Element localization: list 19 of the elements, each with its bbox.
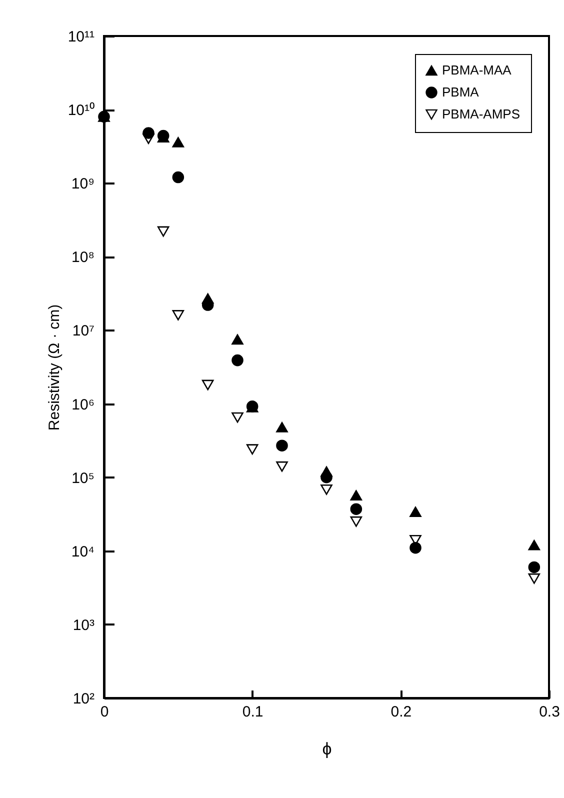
y-tick-label: 10⁹ — [71, 176, 94, 193]
y-axis-title: Resistivity (Ω · cm) — [46, 304, 63, 431]
y-tick-label: 10⁷ — [72, 322, 94, 340]
legend-label: PBMA-MAA — [442, 62, 512, 78]
x-tick-label: 0.2 — [390, 704, 412, 720]
x-axis-title: ϕ — [322, 740, 332, 758]
y-tick-label: 10⁸ — [71, 249, 94, 266]
legend-label: PBMA — [442, 84, 480, 100]
y-tick-label: 10⁴ — [71, 543, 94, 560]
y-tick-label: 10⁶ — [72, 396, 94, 414]
y-tick-label: 10² — [72, 690, 94, 708]
y-tick-label: 10³ — [72, 616, 94, 634]
x-tick-label: 0 — [100, 704, 109, 720]
legend-label: PBMA-AMPS — [442, 106, 520, 122]
y-tick-label: 10⁵ — [72, 470, 94, 487]
y-tick-label: 10¹¹ — [68, 28, 94, 46]
x-tick-label: 0.1 — [242, 704, 264, 720]
x-tick-label: 0.3 — [539, 704, 560, 720]
y-tick-label: 10¹⁰ — [68, 102, 94, 120]
